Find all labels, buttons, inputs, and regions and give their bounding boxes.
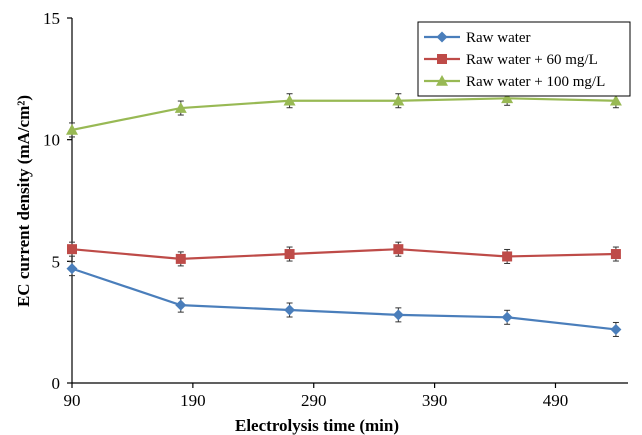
y-tick-label: 15 [43, 9, 60, 28]
series-layer [66, 90, 622, 337]
x-axis-title: Electrolysis time (min) [235, 416, 399, 435]
data-point [392, 94, 405, 106]
data-point [283, 94, 296, 106]
data-point [609, 94, 622, 106]
series [67, 241, 621, 267]
data-point [66, 123, 78, 135]
x-tick-label: 290 [301, 391, 327, 410]
data-point [284, 304, 296, 316]
series [66, 90, 622, 138]
data-point [610, 323, 622, 335]
data-point [393, 244, 404, 255]
x-tick-label: 90 [64, 391, 81, 410]
data-point [502, 251, 513, 262]
series-line [71, 248, 616, 261]
series-line [71, 97, 616, 132]
series [66, 261, 622, 337]
data-point [392, 309, 404, 321]
data-point [67, 244, 77, 255]
data-point [501, 92, 514, 104]
x-tick-label: 490 [543, 391, 569, 410]
y-axis-title: EC current density (mA/cm²) [14, 95, 33, 307]
series-line [71, 267, 617, 331]
data-point [174, 102, 187, 113]
legend-label: Raw water + 100 mg/L [466, 74, 605, 90]
data-point [436, 31, 448, 43]
data-point [501, 311, 513, 323]
legend-label: Raw water + 60 mg/L [466, 52, 598, 68]
data-point [436, 75, 448, 86]
data-point [284, 249, 295, 260]
y-tick-label: 0 [52, 374, 61, 393]
x-tick-label: 390 [422, 391, 448, 410]
y-tick-label: 10 [43, 131, 60, 150]
data-point [437, 54, 447, 64]
y-tick-label: 5 [52, 252, 61, 271]
legend-label: Raw water [466, 30, 531, 46]
data-point [175, 299, 187, 311]
data-point [175, 253, 186, 264]
x-tick-label: 190 [180, 391, 206, 410]
axes: 0 5 10 15 90 190 290 390 490 [43, 9, 628, 410]
legend: Raw water Raw water + 60 mg/L Raw water + … [417, 21, 631, 97]
data-point [66, 263, 78, 275]
data-point [610, 249, 621, 260]
